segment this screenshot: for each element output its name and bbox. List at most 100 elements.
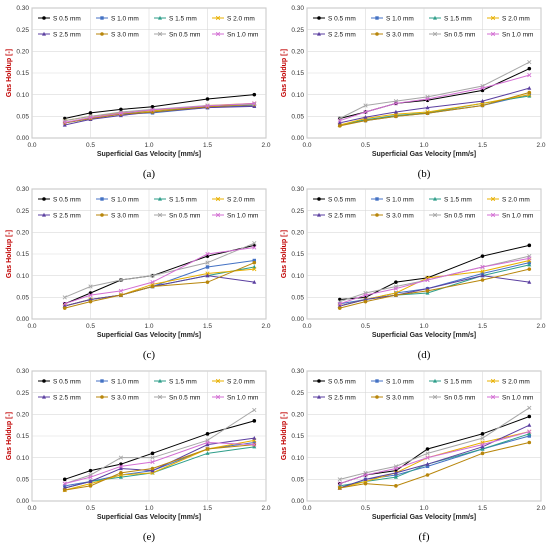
legend-entry: S 1.0 mm	[111, 378, 139, 385]
data-point	[119, 471, 123, 475]
data-point	[252, 92, 257, 97]
series-line	[339, 61, 530, 119]
y-tick-label: 0.00	[291, 135, 304, 142]
data-point	[205, 260, 210, 265]
x-tick-label: 0.5	[86, 142, 95, 149]
x-tick-label: 0.0	[302, 142, 311, 149]
y-tick-label: 0.00	[16, 498, 29, 505]
data-point	[205, 103, 210, 109]
data-point	[480, 254, 485, 258]
legend-entry: S 1.0 mm	[111, 15, 139, 22]
data-point	[88, 115, 93, 120]
y-tick-label: 0.20	[291, 412, 304, 419]
data-point	[88, 111, 93, 115]
data-point	[432, 394, 438, 400]
x-tick-label: 2.0	[261, 323, 270, 330]
legend-entry: S 2.5 mm	[53, 31, 81, 38]
data-point	[363, 297, 368, 302]
y-tick-label: 0.25	[16, 208, 29, 215]
data-point	[375, 395, 379, 399]
data-point	[393, 470, 398, 475]
y-axis-label: Gas Holdup [-]	[281, 230, 288, 278]
data-point	[252, 435, 257, 440]
data-point	[157, 394, 163, 400]
data-point	[393, 101, 399, 106]
data-point	[337, 120, 342, 125]
y-tick-label: 0.30	[16, 5, 29, 12]
data-point	[150, 451, 155, 456]
data-point	[157, 31, 163, 37]
legend: S 0.5 mm S 1.0 mm S 1.5 mm S 2.0 mm S 2.5 mm…	[38, 378, 258, 401]
data-point	[205, 273, 210, 278]
data-point	[100, 16, 104, 20]
data-point	[527, 440, 532, 445]
x-tick-label: 0.5	[361, 142, 370, 149]
data-point	[317, 16, 321, 20]
legend-entry: S 3.0 mm	[111, 31, 139, 38]
data-point	[480, 264, 485, 270]
data-point	[425, 464, 430, 469]
y-tick-label: 0.15	[16, 70, 29, 77]
legend-entry: Sn 0.5 mm	[169, 394, 200, 401]
data-point	[252, 101, 257, 106]
y-axis-label: Gas Holdup [-]	[6, 49, 13, 97]
legend: S 0.5 mm S 1.0 mm S 1.5 mm S 2.0 mm S 2.5 mm…	[313, 378, 533, 401]
panel-caption: (c)	[143, 349, 156, 361]
data-point	[527, 262, 532, 267]
x-axis-label: Superficial Gas Velocity [mm/s]	[97, 514, 201, 521]
data-point	[42, 31, 46, 36]
data-point	[527, 73, 532, 78]
x-tick-label: 2.0	[261, 142, 270, 149]
x-tick-label: 1.0	[419, 323, 428, 330]
y-axis-label: Gas Holdup [-]	[281, 412, 288, 460]
legend-entry: S 1.5 mm	[444, 196, 472, 203]
legend-entry: S 0.5 mm	[328, 378, 356, 385]
data-point	[62, 481, 67, 486]
x-tick-label: 1.0	[419, 505, 428, 512]
data-point	[480, 446, 485, 451]
series-line	[64, 439, 255, 491]
data-point	[118, 277, 124, 283]
y-tick-label: 0.05	[16, 114, 29, 121]
data-point	[363, 472, 368, 478]
series-line	[339, 431, 530, 489]
legend-entry: S 1.5 mm	[444, 15, 472, 22]
series-line	[339, 424, 530, 489]
y-tick-label: 0.20	[291, 230, 304, 237]
data-point	[150, 459, 155, 465]
legend-entry: S 1.0 mm	[386, 196, 414, 203]
data-point	[375, 197, 379, 201]
data-point	[527, 60, 532, 65]
x-tick-label: 0.5	[361, 505, 370, 512]
data-point	[480, 432, 485, 436]
data-point	[205, 442, 210, 447]
y-axis-label: Gas Holdup [-]	[281, 49, 288, 97]
x-tick-label: 2.0	[536, 323, 545, 330]
x-tick-label: 1.5	[478, 505, 487, 512]
data-point	[425, 455, 430, 460]
data-point	[252, 444, 257, 449]
data-point	[205, 451, 210, 455]
series-line	[339, 431, 530, 485]
data-point	[62, 488, 67, 492]
data-point	[205, 432, 210, 436]
panel-caption: (b)	[418, 168, 431, 180]
data-point	[150, 466, 155, 471]
series-line	[64, 94, 255, 119]
data-point	[375, 32, 379, 36]
data-point	[62, 306, 67, 310]
x-tick-label: 2.0	[536, 505, 545, 512]
data-point	[100, 213, 104, 217]
legend-entry: S 2.0 mm	[227, 15, 255, 22]
y-tick-label: 0.10	[16, 273, 29, 280]
data-point	[527, 434, 531, 438]
y-tick-label: 0.25	[291, 390, 304, 397]
data-point	[394, 293, 398, 297]
data-point	[480, 278, 485, 282]
x-tick-label: 1.0	[419, 142, 428, 149]
data-point	[119, 107, 123, 112]
legend-entry: S 0.5 mm	[53, 378, 81, 385]
chart-panel: 0.00 0.05 0.10 0.15 0.20 0.25 0.30 0.0 0.5 1.0 1.5…	[6, 186, 271, 361]
data-point	[42, 197, 46, 201]
data-point	[62, 303, 67, 308]
